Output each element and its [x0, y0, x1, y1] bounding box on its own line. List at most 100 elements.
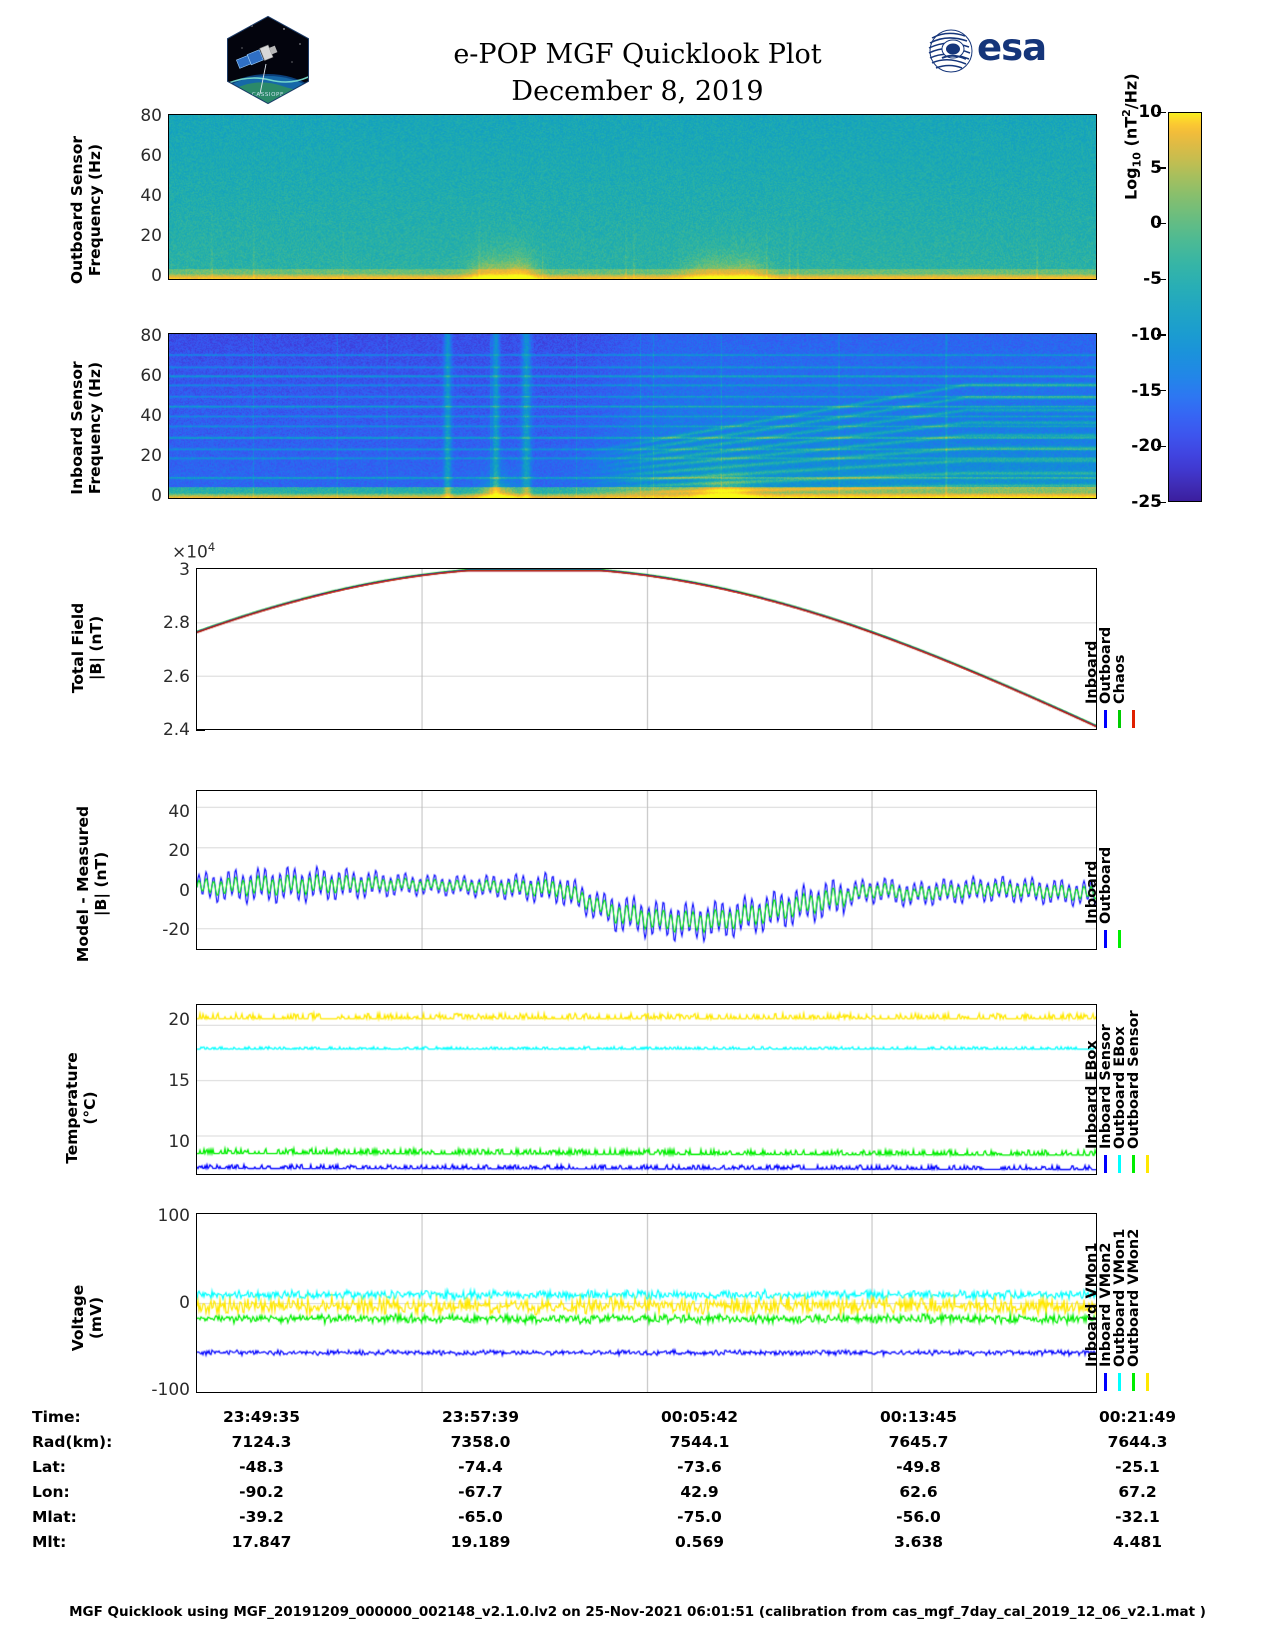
total-field-ylabel: Total Field |B| (nT)	[69, 602, 105, 694]
legend-label: Outboard	[1098, 846, 1114, 924]
info-cell-value: -25.1	[1115, 1457, 1160, 1476]
y-tick-label: 2.4	[162, 720, 190, 740]
mission-patch-logo: CASSIOPE	[222, 14, 314, 106]
legend-color-swatch	[1118, 930, 1121, 948]
y-tick-label: 0	[179, 1293, 190, 1313]
info-cell-value: -65.0	[458, 1507, 503, 1526]
y-tick-label: 0	[179, 880, 190, 901]
colorbar-tick-mark	[1157, 167, 1166, 169]
y-tick-label: 2.6	[162, 666, 190, 687]
y-tick-label: 100	[157, 1206, 190, 1226]
legend-label: Outboard Sensor	[1126, 1010, 1142, 1149]
info-cell-value: -74.4	[458, 1457, 503, 1476]
y-tick-label: 0	[151, 266, 162, 286]
colorbar-tick-label: -10	[1131, 324, 1162, 345]
legend-color-swatch	[1104, 1155, 1107, 1173]
inboard-spectrogram-ylabel: Inboard Sensor Frequency (Hz)	[68, 361, 104, 495]
info-row-label: Mlat:	[32, 1507, 77, 1526]
colorbar-tick-mark	[1157, 390, 1166, 392]
total-field-exponent-label: ×104	[172, 540, 216, 563]
y-tick-mark	[196, 729, 205, 731]
info-cell-value: -90.2	[239, 1482, 284, 1501]
info-table-row: Lon: -90.2 -67.7 42.9 62.6 67.2	[32, 1479, 1247, 1504]
info-cell-value: 00:05:42	[660, 1407, 739, 1426]
info-cell-value: 3.638	[893, 1532, 944, 1551]
info-cell-value: 23:57:39	[441, 1407, 520, 1426]
info-row-label: Mlt:	[32, 1532, 67, 1551]
inboard-spectrogram-panel	[168, 333, 1097, 499]
outboard-spectrogram-panel	[168, 114, 1097, 280]
legend-color-swatch	[1132, 1373, 1135, 1391]
total-field-curves	[197, 569, 1096, 729]
model-minus-measured-panel	[196, 790, 1097, 950]
y-tick-label: 20	[140, 226, 162, 246]
temperature-ylabel: Temperature (°C)	[63, 1052, 99, 1164]
y-tick-label: 40	[140, 406, 162, 426]
colorbar-tick-label: -25	[1131, 492, 1162, 512]
legend-color-swatch	[1146, 1155, 1149, 1173]
info-table-row: Mlt: 17.847 19.189 0.569 3.638 4.481	[32, 1529, 1247, 1554]
legend-color-swatch	[1132, 710, 1135, 728]
info-cell-value: -48.3	[239, 1457, 284, 1476]
y-tick-label: -20	[162, 920, 190, 940]
y-tick-label: 2.8	[162, 613, 190, 634]
colorbar-tick-label: 0	[1150, 213, 1162, 234]
model-minus-measured-legend: Inboard Outboard	[1084, 800, 1160, 950]
title-line-1: e-POP MGF Quicklook Plot	[453, 39, 822, 70]
y-tick-label: 60	[140, 146, 162, 166]
legend-color-swatch	[1118, 1155, 1121, 1173]
y-tick-label: 3	[179, 560, 190, 580]
y-tick-label: 0	[151, 486, 162, 506]
info-cell-value: -49.8	[896, 1457, 941, 1476]
legend-color-swatch	[1104, 1373, 1107, 1391]
info-cell-value: -73.6	[677, 1457, 722, 1476]
legend-color-swatch	[1118, 1373, 1121, 1391]
legend-color-swatch	[1118, 710, 1121, 728]
legend-color-swatch	[1104, 710, 1107, 728]
legend-label: Chaos	[1112, 654, 1128, 704]
ephemeris-info-table: Time: 23:49:35 23:57:39 00:05:42 00:13:45 00:…	[0, 1404, 1275, 1554]
info-cell-value: 17.847	[231, 1532, 292, 1551]
outboard-spectrogram-ylabel: Outboard Sensor Frequency (Hz)	[68, 135, 104, 285]
y-tick-label: 15	[168, 1071, 190, 1091]
info-table-row: Rad(km): 7124.3 7358.0 7544.1 7645.7 7644.3	[32, 1429, 1247, 1454]
temperature-curves	[197, 1005, 1096, 1174]
voltage-curves	[197, 1214, 1096, 1392]
info-cell-value: 00:21:49	[1098, 1407, 1177, 1426]
y-tick-label: 60	[140, 366, 162, 386]
colorbar-tick-label: -20	[1131, 436, 1162, 457]
page-title: e-POP MGF Quicklook Plot December 8, 201…	[0, 36, 1275, 110]
y-tick-label: 20	[168, 1010, 190, 1030]
colorbar: 10 5 0 -5 -10 -15 -20 -25	[1131, 102, 1202, 512]
colorbar-tick-label: -15	[1131, 380, 1162, 401]
colorbar-tick-mark	[1157, 111, 1166, 113]
y-tick-label: 20	[168, 841, 190, 862]
info-cell-value: 67.2	[1118, 1482, 1157, 1501]
colorbar-tick-label: 5	[1150, 157, 1162, 178]
info-row-label: Time:	[32, 1407, 81, 1426]
y-tick-label: 10	[168, 1132, 190, 1152]
info-cell-value: -67.7	[458, 1482, 503, 1501]
info-cell-value: 0.569	[674, 1532, 725, 1551]
total-field-panel	[196, 568, 1097, 730]
info-row-label: Lon:	[32, 1482, 70, 1501]
y-tick-label: 40	[140, 186, 162, 206]
colorbar-title: Log10 (nT2/Hz)	[1120, 73, 1144, 200]
colorbar-tick-mark	[1157, 501, 1166, 503]
info-cell-value: 7644.3	[1107, 1432, 1168, 1451]
colorbar-tick-mark	[1157, 445, 1166, 448]
legend-color-swatch	[1132, 1155, 1135, 1173]
svg-text:CASSIOPE: CASSIOPE	[252, 92, 284, 98]
info-cell-value: -32.1	[1115, 1507, 1160, 1526]
info-cell-value: 7645.7	[888, 1432, 949, 1451]
colorbar-tick-mark	[1157, 222, 1166, 225]
temperature-panel	[196, 1004, 1097, 1175]
info-table-row: Lat: -48.3 -74.4 -73.6 -49.8 -25.1	[32, 1454, 1247, 1479]
info-row-label: Rad(km):	[32, 1432, 113, 1451]
y-tick-label: 40	[168, 802, 190, 822]
legend-label: Outboard VMon2	[1126, 1228, 1142, 1367]
info-cell-value: 7124.3	[231, 1432, 292, 1451]
colorbar-tick-label: 10	[1138, 102, 1162, 122]
esa-logo: esa	[925, 26, 1047, 74]
outboard-spectrogram-image	[169, 115, 1096, 279]
